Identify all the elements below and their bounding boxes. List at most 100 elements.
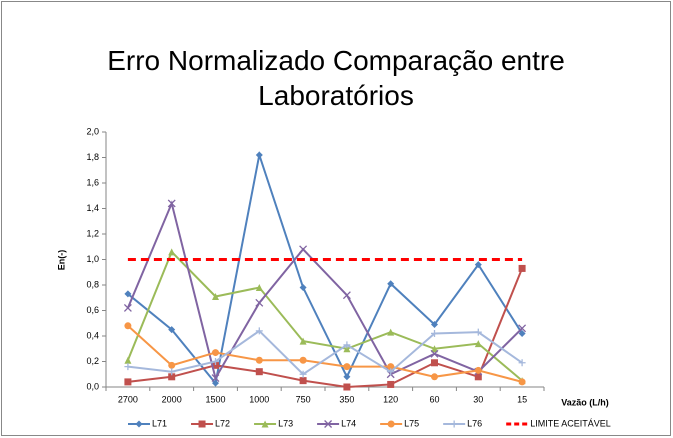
x-tick-label: 350 bbox=[339, 394, 354, 404]
marker bbox=[212, 361, 219, 369]
marker bbox=[343, 383, 351, 391]
y-tick-label: 1,4 bbox=[86, 203, 99, 213]
marker bbox=[324, 420, 333, 428]
marker bbox=[124, 378, 132, 386]
marker bbox=[261, 420, 269, 428]
marker bbox=[211, 374, 220, 383]
marker bbox=[387, 363, 395, 371]
marker bbox=[387, 368, 395, 376]
marker bbox=[212, 292, 219, 300]
marker bbox=[299, 370, 307, 378]
marker bbox=[430, 349, 439, 358]
legend-label: L74 bbox=[341, 418, 356, 428]
y-axis-label: En(-) bbox=[56, 250, 66, 271]
marker bbox=[198, 420, 206, 428]
x-axis-label: Vazão (L/h) bbox=[561, 397, 609, 407]
legend-label: LIMITE ACEITÁVEL bbox=[530, 418, 611, 428]
marker bbox=[431, 359, 438, 367]
legend-label: L73 bbox=[278, 418, 293, 428]
marker bbox=[124, 322, 132, 330]
y-tick-label: 0,0 bbox=[86, 381, 99, 391]
marker bbox=[518, 329, 526, 337]
x-tick-label: 2000 bbox=[162, 394, 182, 404]
marker bbox=[387, 420, 395, 428]
y-tick-label: 0,4 bbox=[86, 330, 99, 340]
marker bbox=[431, 345, 438, 353]
y-tick-label: 0,6 bbox=[86, 305, 99, 315]
marker bbox=[431, 329, 438, 337]
marker bbox=[124, 363, 132, 371]
y-tick-label: 1,2 bbox=[86, 228, 99, 238]
x-tick-label: 2700 bbox=[118, 394, 138, 404]
y-tick-label: 2,0 bbox=[86, 126, 99, 136]
marker bbox=[474, 366, 482, 374]
marker bbox=[255, 298, 264, 307]
x-tick-label: 15 bbox=[517, 394, 527, 404]
marker bbox=[299, 245, 308, 254]
x-tick-label: 1000 bbox=[249, 394, 269, 404]
marker bbox=[255, 356, 263, 364]
series-line bbox=[127, 329, 523, 376]
marker bbox=[518, 378, 526, 386]
series-line bbox=[126, 250, 523, 382]
marker bbox=[474, 340, 482, 348]
series-line bbox=[127, 268, 524, 389]
marker bbox=[299, 356, 307, 364]
x-tick-label: 30 bbox=[473, 394, 483, 404]
series-line bbox=[126, 200, 523, 381]
x-tick-label: 1500 bbox=[205, 394, 225, 404]
marker bbox=[343, 363, 351, 371]
marker bbox=[431, 373, 438, 381]
marker bbox=[387, 380, 395, 388]
x-tick-label: 60 bbox=[429, 394, 439, 404]
marker bbox=[167, 199, 176, 208]
marker bbox=[168, 326, 176, 334]
marker bbox=[212, 379, 219, 387]
legend-label: L72 bbox=[215, 418, 230, 428]
legend-label: L71 bbox=[152, 418, 167, 428]
marker bbox=[168, 248, 176, 256]
marker bbox=[343, 373, 351, 381]
marker bbox=[474, 328, 482, 336]
marker bbox=[255, 368, 263, 376]
marker bbox=[123, 303, 132, 312]
marker bbox=[135, 420, 143, 428]
marker bbox=[299, 337, 307, 345]
y-tick-label: 0,2 bbox=[86, 356, 99, 366]
y-tick-label: 1,8 bbox=[86, 152, 99, 162]
chart-title: Erro Normalizado Comparação entre Laborat… bbox=[107, 45, 565, 111]
marker bbox=[168, 373, 176, 381]
marker bbox=[518, 359, 526, 367]
marker bbox=[450, 420, 458, 428]
marker bbox=[255, 327, 263, 335]
marker bbox=[387, 280, 395, 288]
marker bbox=[387, 328, 395, 336]
marker bbox=[212, 358, 219, 365]
marker bbox=[343, 341, 351, 349]
marker bbox=[212, 349, 219, 357]
marker bbox=[343, 345, 351, 353]
marker bbox=[255, 151, 263, 159]
legend-label: L76 bbox=[467, 418, 482, 428]
y-tick-label: 1,0 bbox=[86, 254, 99, 264]
title-line: Erro Normalizado Comparação entre bbox=[107, 45, 565, 76]
series-line bbox=[127, 150, 523, 386]
marker bbox=[431, 321, 438, 329]
marker bbox=[299, 284, 307, 292]
marker bbox=[168, 368, 176, 376]
y-tick-label: 1,6 bbox=[86, 177, 99, 187]
x-tick-label: 120 bbox=[383, 394, 398, 404]
marker bbox=[474, 373, 482, 381]
series-line bbox=[127, 325, 523, 383]
legend-label: L75 bbox=[404, 418, 419, 428]
marker bbox=[299, 377, 307, 385]
marker bbox=[255, 284, 263, 292]
marker bbox=[342, 291, 351, 300]
marker bbox=[124, 290, 132, 298]
title-line: Laboratórios bbox=[258, 80, 414, 111]
marker bbox=[124, 356, 132, 364]
marker bbox=[518, 324, 527, 333]
x-tick-label: 750 bbox=[296, 394, 311, 404]
